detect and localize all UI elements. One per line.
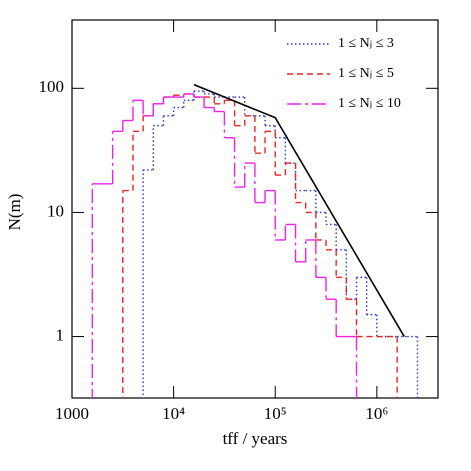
y-tick-label: 1 [56,325,65,344]
x-axis-label: tff / years [223,429,288,448]
y-tick-label: 10 [47,201,64,220]
x-tick-label: 10⁴ [162,404,185,423]
legend-label: 1 ≤ Nⱼ ≤ 3 [338,36,394,51]
legend-label: 1 ≤ Nⱼ ≤ 5 [338,66,394,81]
fit-line [193,83,405,337]
x-tick-label: 10⁵ [264,404,287,423]
x-tick-label: 1000 [55,404,89,423]
plot-frame [71,19,439,399]
y-tick-label: 100 [39,77,65,96]
y-axis-label: N(m) [5,194,24,231]
plot-area [91,83,419,398]
x-tick-label: 10⁶ [365,404,388,423]
legend-label: 1 ≤ Nⱼ ≤ 10 [338,96,401,111]
